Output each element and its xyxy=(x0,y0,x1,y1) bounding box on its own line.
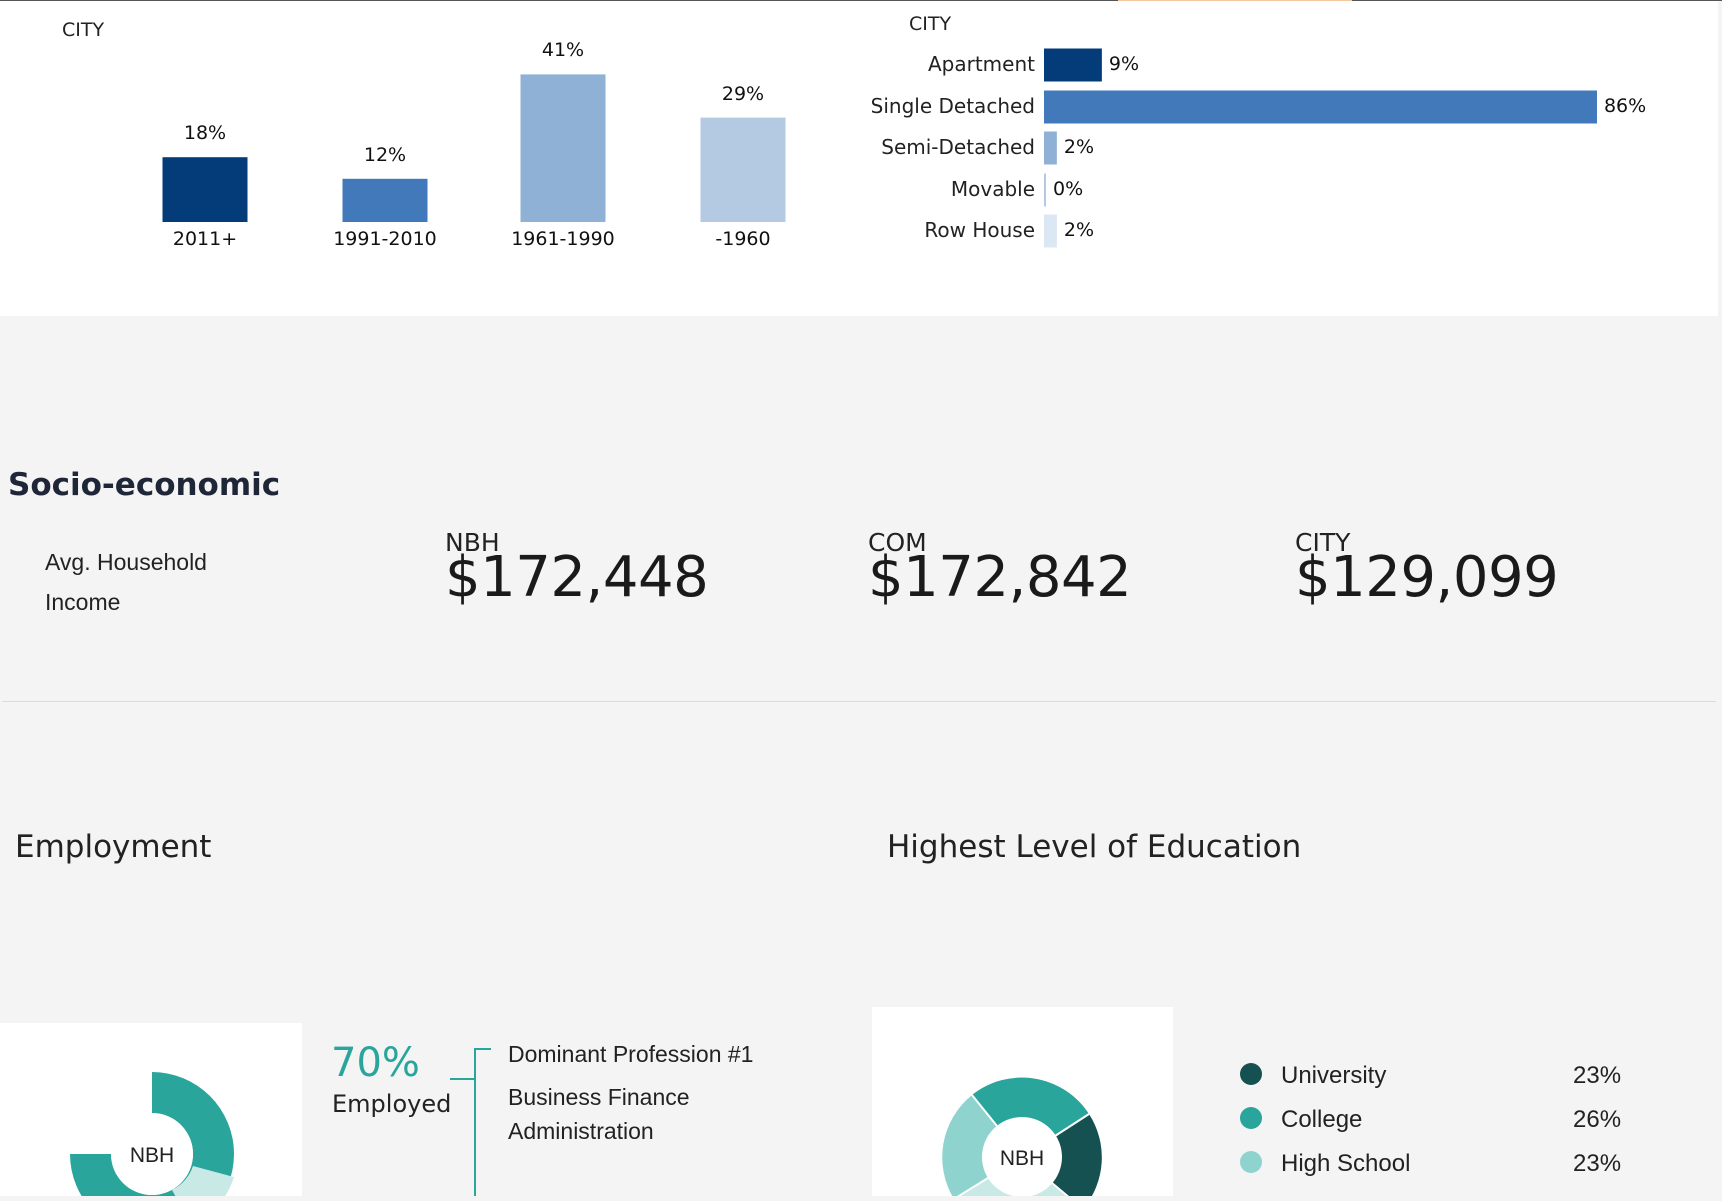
legend-item-university: University 23% xyxy=(1238,1060,1658,1104)
age-bar-value-label: 41% xyxy=(541,39,585,62)
nbh-income-label: NBH xyxy=(445,528,500,557)
type-bar-5 xyxy=(1044,214,1057,248)
employment-donut-other-segment xyxy=(172,1166,234,1201)
education-donut: NBH xyxy=(942,1077,1102,1201)
employment-donut-card: NBH xyxy=(0,1023,302,1201)
employment-donut-label: NBH xyxy=(130,1144,174,1167)
legend-value-university: 23% xyxy=(1573,1062,1622,1089)
employment-donut-hole xyxy=(111,1113,193,1195)
legend-value-college: 26% xyxy=(1573,1106,1622,1133)
education-donut-card: NBH xyxy=(872,1007,1173,1201)
type-bar-category-label: Apartment xyxy=(927,52,1035,76)
type-bar-category-label: Single Detached xyxy=(870,94,1035,118)
age-bar-category-label: 1991-2010 xyxy=(333,228,437,250)
age-bar-3 xyxy=(520,74,606,223)
age-chart-header: CITY xyxy=(62,19,105,41)
connector-horizontal xyxy=(450,1078,474,1080)
dominant-profession-line1: Business Finance xyxy=(508,1084,690,1110)
employed-label: Employed xyxy=(332,1090,452,1118)
nbh-income-value: $172,448 xyxy=(445,545,709,610)
city-income-value: $129,099 xyxy=(1295,545,1559,610)
com-income-label: COM xyxy=(868,528,927,557)
type-bar-category-label: Movable xyxy=(950,177,1035,201)
type-bar-2 xyxy=(1044,90,1597,124)
connector-top-tick xyxy=(474,1048,491,1050)
legend-item-college: College 26% xyxy=(1238,1104,1658,1148)
age-bar-value-label: 18% xyxy=(183,122,227,145)
employment-donut: NBH xyxy=(70,1072,234,1201)
dominant-profession-title: Dominant Profession #1 xyxy=(508,1041,754,1067)
employed-percent: 70% xyxy=(331,1040,420,1086)
type-bar-category-label: Semi-Detached xyxy=(881,135,1035,159)
nbh-income: NBH $172,448 xyxy=(445,528,709,610)
type-chart-header: CITY xyxy=(909,13,952,35)
age-bar-4 xyxy=(700,117,786,222)
legend-label-college: College xyxy=(1281,1106,1363,1133)
education-donut-high-school-segment xyxy=(942,1095,997,1199)
type-bar-4 xyxy=(1044,173,1046,207)
legend-label-university: University xyxy=(1281,1062,1387,1089)
legend-dot-high-school xyxy=(1240,1151,1262,1173)
legend-value-high-school: 23% xyxy=(1573,1150,1622,1177)
education-donut-other-segment xyxy=(954,1178,1074,1201)
dominant-profession-line2: Administration xyxy=(508,1118,654,1144)
legend-item-high-school: High School 23% xyxy=(1238,1148,1658,1192)
top-border xyxy=(0,0,1722,1)
age-bar-category-label: 2011+ xyxy=(172,228,238,250)
avg-household-income-label: Avg. Household Income xyxy=(45,549,207,615)
education-legend: University 23% College 26% High School 2… xyxy=(1238,1060,1658,1192)
legend-label-high-school: High School xyxy=(1281,1150,1411,1177)
city-income: CITY $129,099 xyxy=(1295,528,1559,610)
age-bar-value-label: 12% xyxy=(363,143,407,166)
legend-dot-university xyxy=(1240,1063,1262,1085)
age-bar-chart xyxy=(162,74,786,223)
com-income: COM $172,842 xyxy=(868,528,1132,610)
age-bar-category-label: -1960 xyxy=(715,228,771,250)
legend-dot-college xyxy=(1240,1107,1262,1129)
type-bar-category-label: Row House xyxy=(924,218,1035,242)
education-donut-college-segment xyxy=(972,1077,1089,1136)
employment-title: Employment xyxy=(15,829,212,865)
type-bar-chart xyxy=(1044,48,1597,248)
type-bar-value-label: 0% xyxy=(1053,178,1084,200)
education-title: Highest Level of Education xyxy=(887,829,1302,865)
education-donut-university-segment xyxy=(1052,1114,1102,1201)
connector-vertical xyxy=(474,1048,476,1196)
type-bar-value-label: 86% xyxy=(1603,95,1647,117)
type-bar-3 xyxy=(1044,131,1057,165)
age-bar-2 xyxy=(342,178,428,222)
age-bar-1 xyxy=(162,157,248,222)
section-divider xyxy=(2,701,1716,702)
housing-charts-panel xyxy=(0,1,1718,316)
socio-economic-title: Socio-economic xyxy=(8,467,281,503)
age-bar-category-label: 1961-1990 xyxy=(511,228,615,250)
age-bar-value-label: 29% xyxy=(721,82,765,105)
city-income-label: CITY xyxy=(1295,528,1351,557)
education-donut-label: NBH xyxy=(1000,1147,1044,1170)
com-income-value: $172,842 xyxy=(868,545,1132,610)
type-bar-1 xyxy=(1044,48,1102,82)
type-bar-value-label: 2% xyxy=(1063,219,1095,241)
type-bar-value-label: 2% xyxy=(1063,136,1095,158)
type-bar-value-label: 9% xyxy=(1108,53,1140,75)
